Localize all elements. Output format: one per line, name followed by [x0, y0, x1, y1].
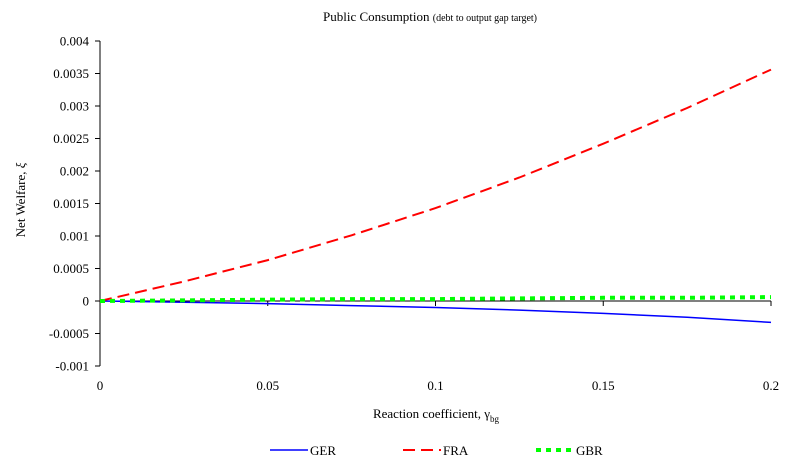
series-lines — [99, 68, 772, 324]
chart-title: Public Consumption (debt to output gap t… — [323, 9, 537, 24]
legend: GER FRA GBR — [270, 443, 603, 458]
y-tick-label: 0.004 — [60, 34, 90, 49]
y-tick-label: 0 — [83, 294, 90, 309]
y-tick-label: 0.003 — [60, 99, 89, 114]
series-line-gbr — [99, 295, 772, 303]
y-tick-label: 0.0015 — [53, 196, 89, 211]
legend-label-fra: FRA — [443, 443, 469, 458]
x-tick-label: 0.2 — [763, 378, 779, 393]
y-tick-label: 0.0035 — [53, 66, 89, 81]
chart-subtitle: (debt to output gap target) — [433, 13, 537, 24]
y-tick-label: -0.001 — [55, 359, 89, 374]
series-line-ger — [99, 300, 772, 324]
y-tick-label: 0.0005 — [53, 261, 89, 276]
legend-label-ger: GER — [310, 443, 336, 458]
x-axis-ticks: 0 0.05 0.1 0.15 0.2 — [97, 301, 779, 393]
x-tick-label: 0.05 — [256, 378, 279, 393]
legend-label-gbr: GBR — [576, 443, 603, 458]
y-tick-label: 0.002 — [60, 164, 89, 179]
y-tick-label: 0.001 — [60, 229, 89, 244]
series-line-fra — [99, 68, 772, 302]
y-tick-label: 0.0025 — [53, 131, 89, 146]
y-axis-label: Net Welfare, ξ — [13, 162, 28, 237]
x-tick-label: 0.15 — [592, 378, 615, 393]
x-axis-label: Reaction coefficient, γbg — [373, 406, 500, 424]
y-tick-label: -0.0005 — [49, 326, 89, 341]
x-tick-label: 0 — [97, 378, 104, 393]
x-tick-label: 0.1 — [427, 378, 443, 393]
y-axis-ticks: -0.001 -0.0005 0 0.0005 0.001 0.0015 0.002 0.00… — [49, 34, 100, 374]
